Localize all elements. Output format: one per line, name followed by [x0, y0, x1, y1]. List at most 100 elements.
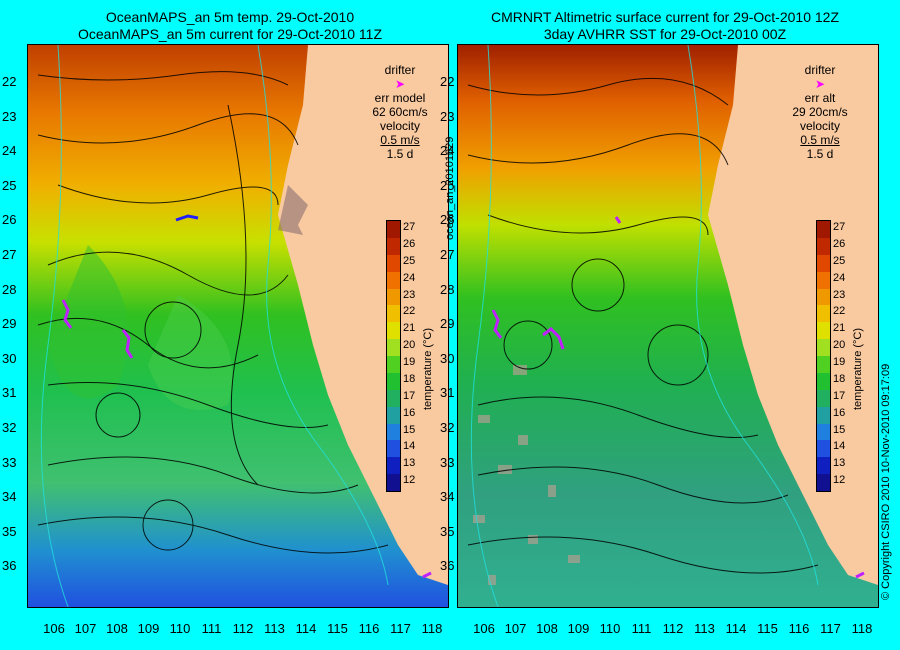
left-legend-drifter: drifter	[384, 63, 416, 77]
latitude-label: 23	[440, 108, 455, 124]
colorbar-tick-label: 13	[403, 457, 416, 470]
colorbar-tick-label: 15	[833, 423, 846, 436]
colorbar-segment	[387, 322, 400, 340]
colorbar-tick-label: 25	[833, 254, 846, 267]
latitude-label: 35	[440, 523, 455, 539]
colorbar-tick-label: 19	[833, 356, 846, 368]
colorbar-tick-label: 23	[833, 288, 846, 301]
latitude-label: 23	[2, 108, 17, 124]
left-legend-time: 1.5 d	[386, 147, 414, 161]
latitude-label: 34	[440, 489, 455, 505]
colorbar-tick-label: 20	[403, 339, 416, 352]
longitude-label: 107	[504, 621, 527, 636]
right-legend-speed: 0.5 m/s	[800, 133, 840, 147]
colorbar-segment	[817, 254, 830, 272]
colorbar-tick-label: 15	[403, 423, 416, 436]
latitude-label: 22	[440, 74, 455, 89]
colorbar-segment	[817, 440, 830, 458]
longitude-label: 106	[43, 621, 65, 636]
right-map: drifter ➤ err alt 29 20cm/s velocity 0.5…	[457, 44, 879, 608]
longitude-label: 115	[327, 621, 348, 636]
colorbar-segment	[817, 271, 830, 289]
right-legend-drifter-icon: ➤	[814, 77, 826, 91]
colorbar-tick-label: 23	[403, 288, 416, 301]
colorbar-segment	[387, 221, 400, 238]
colorbar-tick-label: 27	[403, 221, 416, 233]
colorbar-segment	[817, 406, 830, 424]
latitude-label: 32	[440, 420, 455, 435]
longitude-label: 118	[421, 621, 443, 636]
latitude-label: 24	[2, 143, 17, 159]
longitude-label: 117	[390, 621, 411, 636]
latitude-label: 26	[440, 212, 455, 228]
longitude-label: 113	[264, 621, 285, 636]
colorbar-segment	[817, 237, 830, 255]
colorbar-segment	[817, 339, 830, 356]
colorbar-segment	[817, 305, 830, 323]
right-legend-velocity: velocity	[799, 119, 840, 133]
colorbar-segment	[387, 457, 400, 475]
colorbar-tick-label: 18	[833, 372, 846, 385]
colorbar-segment	[817, 389, 830, 407]
latitude-label: 29	[440, 316, 455, 332]
left-colorbar-title: temperature (°C)	[422, 327, 434, 410]
latitude-label: 27	[440, 247, 455, 262]
colorbar-tick-label: 18	[403, 372, 416, 385]
colorbar-segment	[387, 305, 400, 323]
longitude-label: 115	[757, 621, 778, 636]
copyright-label: © Copyright CSIRO 2010 10-Nov-2010 09:17…	[880, 363, 892, 600]
colorbar-segment	[387, 271, 400, 289]
colorbar-tick-label: 21	[833, 322, 846, 335]
longitude-label: 108	[536, 621, 558, 636]
colorbar-segment	[387, 339, 400, 356]
colorbar-tick-label: 17	[403, 389, 416, 402]
colorbar-tick-label: 12	[833, 474, 846, 487]
longitude-label: 111	[201, 621, 222, 636]
left-legend-speed: 0.5 m/s	[380, 133, 420, 147]
left-map-graphic	[28, 45, 448, 607]
latitude-label: 28	[2, 281, 17, 297]
left-title: OceanMAPS_an 5m temp. 29-Oct-2010 OceanM…	[20, 9, 440, 43]
longitude-label: 113	[694, 621, 715, 636]
left-colorbar	[386, 220, 401, 492]
latitude-label: 34	[2, 489, 17, 505]
longitude-label: 117	[820, 621, 841, 636]
longitude-label: 110	[169, 621, 191, 636]
colorbar-tick-label: 26	[403, 237, 416, 250]
latitude-label: 26	[2, 212, 17, 228]
colorbar-tick-label: 22	[833, 305, 846, 318]
longitude-label: 107	[74, 621, 97, 636]
right-title: CMRNRT Altimetric surface current for 29…	[450, 9, 880, 43]
left-title-line2: OceanMAPS_an 5m current for 29-Oct-2010 …	[78, 26, 382, 42]
latitude-label: 36	[440, 558, 455, 574]
latitude-label: 27	[2, 247, 17, 262]
latitude-label: 22	[2, 74, 17, 89]
longitude-label: 106	[473, 621, 495, 636]
colorbar-segment	[387, 389, 400, 407]
colorbar-segment	[387, 440, 400, 458]
latitude-label: 35	[2, 523, 17, 539]
colorbar-segment	[387, 372, 400, 390]
longitude-label: 108	[106, 621, 128, 636]
latitude-label: 28	[440, 281, 455, 297]
longitude-label: 109	[137, 621, 160, 636]
right-colorbar-ticks: 27 26 25 24 23 22 21 20 19 18 17 16 15 14 13 12	[833, 220, 853, 490]
colorbar-segment	[817, 474, 830, 491]
latitude-label: 25	[2, 177, 17, 193]
left-legend-drifter-icon: ➤	[394, 77, 406, 91]
colorbar-segment	[817, 221, 830, 238]
colorbar-segment	[387, 288, 400, 306]
colorbar-tick-label: 27	[833, 221, 846, 233]
colorbar-tick-label: 21	[403, 322, 416, 335]
colorbar-segment	[387, 423, 400, 441]
run-id-label: ocean_an_20101029	[444, 136, 456, 240]
longitude-label: 112	[662, 621, 684, 636]
latitude-label: 31	[2, 385, 17, 401]
colorbar-tick-label: 17	[833, 389, 846, 402]
colorbar-segment	[817, 288, 830, 306]
longitude-label: 116	[788, 621, 810, 636]
colorbar-tick-label: 12	[403, 474, 416, 487]
colorbar-tick-label: 14	[403, 440, 416, 453]
colorbar-segment	[817, 423, 830, 441]
latitude-label: 36	[2, 558, 17, 574]
